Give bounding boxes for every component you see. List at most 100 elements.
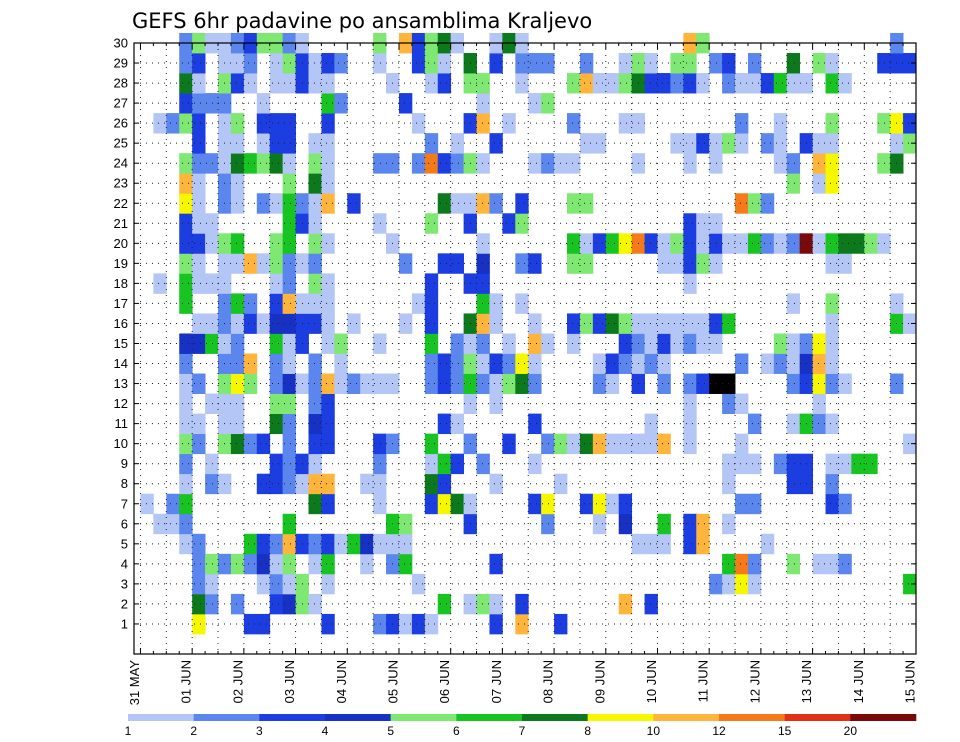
heatmap-cell (205, 213, 219, 234)
heatmap-cell (773, 353, 788, 374)
heatmap-cell (515, 253, 529, 274)
heatmap-cell (230, 53, 245, 74)
heatmap-cell (373, 473, 387, 495)
heatmap-cell (179, 193, 193, 214)
heatmap-cell (579, 253, 594, 274)
heatmap-cell (747, 73, 762, 94)
heatmap-cell (605, 493, 620, 515)
heatmap-cell (567, 253, 581, 274)
y-tick-label: 21 (114, 216, 128, 231)
heatmap-cell (347, 313, 361, 334)
heatmap-cell (851, 233, 865, 254)
heatmap-cell (618, 493, 633, 515)
heatmap-cell (735, 133, 749, 154)
heatmap-cell (282, 293, 296, 314)
heatmap-cell (476, 333, 490, 354)
heatmap-cell (541, 333, 555, 354)
heatmap-cell (243, 373, 258, 394)
heatmap-cell (373, 433, 387, 455)
heatmap-cell (321, 533, 335, 555)
heatmap-cell (528, 413, 542, 435)
heatmap-cell (450, 333, 465, 354)
heatmap-cell (657, 233, 671, 254)
heatmap-cell (528, 253, 542, 274)
heatmap-cell (670, 133, 684, 154)
heatmap-cell (838, 453, 852, 475)
heatmap-cell (398, 93, 413, 114)
heatmap-cell (579, 53, 594, 74)
heatmap-cell (812, 413, 826, 435)
heatmap-cell (567, 153, 581, 174)
heatmap-cell (205, 453, 219, 475)
heatmap-cell (825, 173, 839, 194)
heatmap-cell (179, 73, 193, 94)
x-tick-label: 15 JUN (903, 660, 918, 703)
heatmap-cell (476, 353, 490, 374)
heatmap-cell (205, 153, 219, 174)
heatmap-cell (515, 53, 529, 74)
heatmap-cell (321, 53, 335, 74)
heatmap-cell (618, 233, 633, 254)
heatmap-cell (282, 193, 296, 214)
heatmap-cell (567, 233, 581, 254)
heatmap-cell (502, 213, 516, 234)
heatmap-cell (735, 493, 749, 515)
heatmap-cell (838, 493, 852, 515)
y-tick-label: 12 (114, 396, 128, 411)
heatmap-cell (644, 313, 658, 334)
heatmap-cell (398, 613, 413, 635)
heatmap-cell (696, 133, 710, 154)
heatmap-cell (269, 533, 284, 555)
heatmap-cell (528, 373, 542, 394)
heatmap-cell (825, 113, 839, 134)
heatmap-cell (618, 513, 633, 535)
heatmap-cell (605, 73, 620, 94)
heatmap-cell (192, 53, 206, 74)
heatmap-cell (567, 433, 581, 455)
heatmap-cell (735, 573, 749, 595)
heatmap-cell (592, 513, 607, 535)
heatmap-cell (282, 453, 296, 475)
heatmap-cell (334, 353, 348, 374)
heatmap-cell (179, 393, 193, 414)
heatmap-cell (269, 73, 284, 94)
heatmap-cell (308, 393, 322, 414)
heatmap-cell (579, 133, 594, 154)
heatmap-cell (321, 553, 335, 575)
heatmap-cell (747, 553, 762, 575)
y-tick-label: 5 (121, 536, 128, 551)
heatmap-cell (670, 53, 684, 74)
legend-swatch (653, 714, 720, 721)
heatmap-cell (437, 593, 452, 615)
heatmap-cell (230, 353, 245, 374)
heatmap-cell (618, 333, 633, 354)
heatmap-cell (786, 73, 801, 94)
heatmap-cell (308, 273, 322, 294)
heatmap-cell (192, 593, 206, 615)
heatmap-cell (269, 53, 284, 74)
heatmap-cell (567, 73, 581, 94)
heatmap-cell (903, 113, 917, 134)
heatmap-cell (424, 373, 439, 394)
heatmap-cell (812, 393, 826, 414)
heatmap-cell (269, 193, 284, 214)
heatmap-cell (592, 493, 607, 515)
heatmap-cell (747, 573, 762, 595)
heatmap-cell (424, 273, 439, 294)
heatmap-cell (269, 133, 284, 154)
legend-swatch (850, 714, 917, 721)
heatmap-cell (230, 553, 245, 575)
heatmap-cell (760, 353, 775, 374)
heatmap-cell (735, 393, 749, 414)
heatmap-cell (476, 273, 490, 294)
heatmap-cell (205, 313, 219, 334)
heatmap-cell (269, 313, 284, 334)
heatmap-cell (230, 173, 245, 194)
heatmap-cell (192, 273, 206, 294)
heatmap-cell (709, 213, 723, 234)
heatmap-cell (192, 553, 206, 575)
heatmap-cell (192, 413, 206, 435)
heatmap-cell (282, 153, 296, 174)
heatmap-cell (825, 453, 839, 475)
